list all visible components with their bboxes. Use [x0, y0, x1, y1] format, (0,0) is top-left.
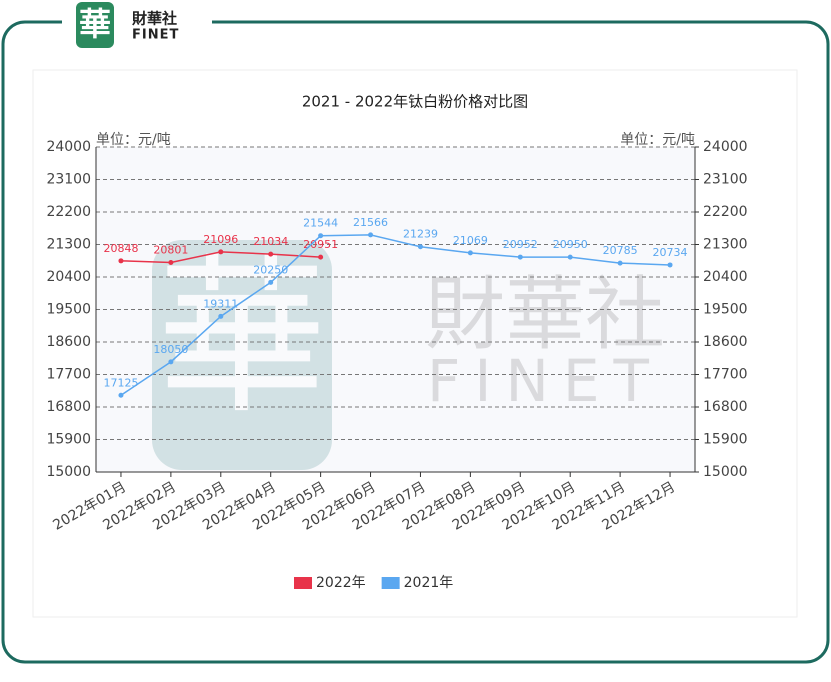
point	[318, 233, 324, 239]
y-tick-label: 23100	[46, 172, 91, 188]
watermark: 華 財華社 FINET	[152, 239, 665, 470]
y-tick-label: 15900	[46, 432, 91, 448]
point	[318, 254, 324, 260]
watermark-sub: FINET	[427, 347, 663, 415]
y2-tick-label: 23100	[703, 172, 748, 188]
point	[118, 392, 124, 398]
y-tick-label: 19500	[46, 302, 91, 318]
legend-label: 2021年	[404, 575, 454, 591]
data-label: 20734	[653, 246, 688, 259]
data-label: 19311	[203, 297, 238, 310]
y2-tick-label: 17700	[703, 367, 748, 383]
y2-axis-label: 单位：元/吨	[620, 132, 695, 148]
point	[368, 232, 374, 238]
y-tick-label: 15000	[46, 464, 91, 480]
chart-title: 2021 - 2022年钛白粉价格对比图	[302, 93, 528, 111]
y2-tick-label: 18600	[703, 334, 748, 350]
point	[467, 250, 473, 256]
y-tick-label: 22200	[46, 204, 91, 220]
point	[417, 244, 423, 250]
point	[218, 249, 224, 255]
watermark-box	[152, 240, 332, 470]
y2-tick-label: 20400	[703, 269, 748, 285]
y-tick-label: 21300	[46, 237, 91, 253]
point	[617, 260, 623, 266]
watermark-name: 財華社	[425, 268, 665, 361]
y-tick-label: 16800	[46, 399, 91, 415]
y-tick-label: 24000	[46, 139, 91, 155]
data-label: 21566	[353, 216, 388, 229]
point	[218, 313, 224, 319]
data-label: 20952	[503, 238, 538, 251]
legend-swatch	[294, 577, 312, 589]
data-label: 20951	[303, 238, 338, 251]
point	[168, 260, 174, 266]
data-label: 21239	[403, 228, 438, 241]
y2-tick-label: 15900	[703, 432, 748, 448]
data-label: 20785	[603, 244, 638, 257]
point	[667, 262, 673, 268]
y-tick-label: 17700	[46, 367, 91, 383]
data-label: 20801	[153, 244, 188, 257]
y-axis-label: 单位：元/吨	[96, 132, 171, 148]
y2-tick-label: 15000	[703, 464, 748, 480]
logo-box	[76, 2, 114, 48]
legend-label: 2022年	[316, 575, 366, 591]
legend-swatch	[381, 577, 400, 589]
frame	[1, 20, 830, 664]
data-label: 18050	[153, 343, 188, 356]
y2-tick-label: 16800	[703, 399, 748, 415]
watermark-mark: 華	[157, 239, 327, 437]
y2-tick-label: 24000	[703, 139, 748, 155]
data-label: 17125	[103, 376, 138, 389]
logo-mark: 華	[79, 5, 111, 43]
data-label: 21069	[453, 234, 488, 247]
point	[268, 279, 274, 285]
logo-name: 財華社	[131, 10, 177, 28]
data-label: 21034	[253, 235, 288, 248]
data-label: 20848	[103, 242, 138, 255]
data-label: 21096	[203, 233, 238, 246]
data-label: 20250	[253, 263, 288, 276]
point	[168, 359, 174, 365]
logo-sub: FINET	[132, 28, 179, 43]
y2-tick-label: 22200	[703, 204, 748, 220]
y2-tick-label: 19500	[703, 302, 748, 318]
data-label: 20950	[553, 238, 588, 251]
series-line	[120, 234, 671, 396]
data-label: 21544	[303, 217, 338, 230]
point	[118, 258, 124, 264]
y2-tick-label: 21300	[703, 237, 748, 253]
point	[517, 254, 523, 260]
y-tick-label: 20400	[46, 269, 91, 285]
point	[268, 251, 274, 257]
point	[567, 254, 573, 260]
y-tick-label: 18600	[46, 334, 91, 350]
